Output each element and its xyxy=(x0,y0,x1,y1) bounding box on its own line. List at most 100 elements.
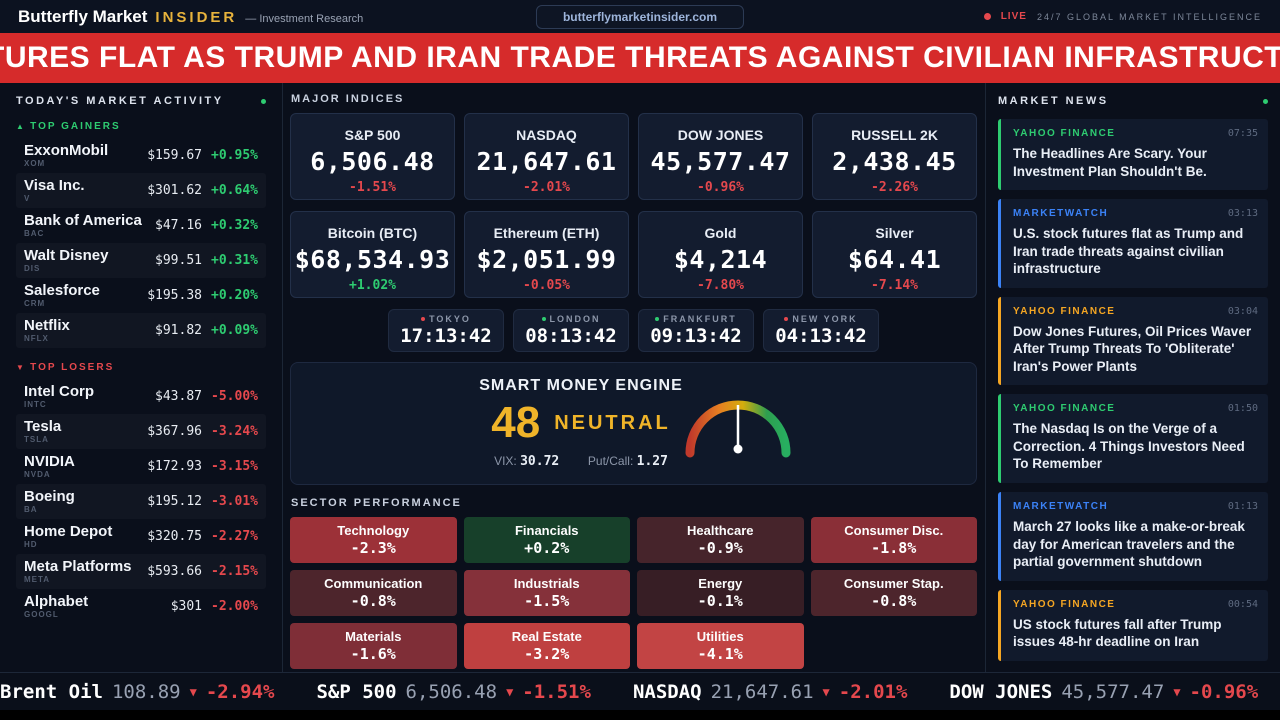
index-label: NASDAQ xyxy=(516,127,577,143)
live-status: LIVE 24/7 GLOBAL MARKET INTELLIGENCE xyxy=(983,11,1262,22)
index-card: DOW JONES 45,577.47 -0.96% xyxy=(638,113,803,200)
stock-name: Visa Inc. xyxy=(24,177,85,195)
smart-money-engine-panel: SMART MONEY ENGINE 48 NEUTRAL VIX: 30.72… xyxy=(290,362,977,485)
ticker-symbol: S&P 500 xyxy=(316,680,397,703)
ticker-item: DOW JONES 45,577.47 ▼ -0.96% xyxy=(949,681,1258,703)
sector-card[interactable]: Materials -1.6% xyxy=(290,623,457,669)
stock-row[interactable]: Visa Inc. V $301.62 +0.64% xyxy=(16,173,266,208)
stock-row[interactable]: Tesla TSLA $367.96 -3.24% xyxy=(16,414,266,449)
sector-card[interactable]: Consumer Disc. -1.8% xyxy=(810,517,977,563)
stock-identity: Tesla TSLA xyxy=(24,419,138,444)
ticker-item: NASDAQ 21,647.61 ▼ -2.01% xyxy=(633,681,907,703)
stock-change: -5.00% xyxy=(211,389,258,404)
down-triangle-icon: ▼ xyxy=(506,684,514,699)
stock-ticker: INTC xyxy=(24,399,47,409)
ticker-change: -0.96% xyxy=(1189,680,1259,703)
sector-card[interactable]: Financials +0.2% xyxy=(463,517,630,563)
sector-change: -0.8% xyxy=(350,592,396,610)
news-card[interactable]: MARKETWATCH 03:13 U.S. stock futures fla… xyxy=(998,199,1268,288)
sector-change: -0.8% xyxy=(871,592,917,610)
engine-score: 48 xyxy=(491,398,541,447)
market-open-dot-icon xyxy=(541,317,546,321)
stock-row[interactable]: Boeing BA $195.12 -3.01% xyxy=(16,484,266,519)
index-card: NASDAQ 21,647.61 -2.01% xyxy=(464,113,629,200)
ticker-value: 6,506.48 xyxy=(405,680,498,703)
index-label: RUSSELL 2K xyxy=(851,127,938,143)
news-card[interactable]: YAHOO FINANCE 00:54 US stock futures fal… xyxy=(998,589,1268,661)
stock-row[interactable]: Netflix NFLX $91.82 +0.09% xyxy=(16,313,266,348)
news-card[interactable]: MARKETWATCH 01:13 March 27 looks like a … xyxy=(998,492,1268,581)
stock-row[interactable]: Home Depot HD $320.75 -2.27% xyxy=(16,519,266,554)
stock-change: -2.00% xyxy=(211,599,258,614)
world-clock: TOKYO 17:13:42 xyxy=(388,309,504,352)
down-triangle-icon: ▼ xyxy=(189,684,197,699)
sector-name: Communication xyxy=(324,576,423,591)
stock-row[interactable]: Intel Corp INTC $43.87 -5.00% xyxy=(16,379,266,414)
sector-name: Consumer Disc. xyxy=(844,523,944,538)
index-change: -2.01% xyxy=(523,180,570,195)
stock-price: $43.87 xyxy=(155,389,202,404)
stock-name: Meta Platforms xyxy=(24,558,132,576)
sector-name: Financials xyxy=(514,523,579,538)
stock-row[interactable]: Alphabet GOOGL $301 -2.00% xyxy=(16,589,266,624)
status-dot-icon xyxy=(261,98,266,104)
news-meta: YAHOO FINANCE 03:04 xyxy=(1013,306,1258,317)
news-card[interactable]: YAHOO FINANCE 03:04 Dow Jones Futures, O… xyxy=(998,296,1268,386)
sector-card[interactable]: Real Estate -3.2% xyxy=(463,623,630,669)
sector-card[interactable]: Utilities -4.1% xyxy=(637,623,804,669)
index-label: S&P 500 xyxy=(344,127,401,143)
world-clock: LONDON 08:13:42 xyxy=(513,309,629,352)
sector-card[interactable]: Industrials -1.5% xyxy=(463,570,630,616)
stock-price: $195.12 xyxy=(147,494,202,509)
stock-ticker: META xyxy=(24,574,51,584)
news-source: MARKETWATCH xyxy=(1013,501,1109,513)
major-indices-title: MAJOR INDICES xyxy=(291,93,405,105)
index-change: +1.02% xyxy=(349,278,396,293)
stock-name: Alphabet xyxy=(24,593,89,611)
sector-change: -2.3% xyxy=(350,539,396,557)
clock-city-row: LONDON xyxy=(514,314,628,324)
stock-row[interactable]: NVIDIA NVDA $172.93 -3.15% xyxy=(16,449,266,484)
stock-identity: NVIDIA NVDA xyxy=(24,454,138,479)
stock-change: +0.09% xyxy=(211,323,258,338)
stock-row[interactable]: Salesforce CRM $195.38 +0.20% xyxy=(16,278,266,313)
clock-time: 09:13:42 xyxy=(650,325,742,347)
ticker-symbol: Brent Oil xyxy=(0,680,103,703)
sector-name: Industrials xyxy=(513,576,580,591)
sector-card[interactable]: Energy -0.1% xyxy=(637,570,804,616)
ticker-value: 21,647.61 xyxy=(710,680,814,703)
news-list: YAHOO FINANCE 07:35 The Headlines Are Sc… xyxy=(998,119,1268,661)
sector-card[interactable]: Consumer Stap. -0.8% xyxy=(810,570,977,616)
index-label: Bitcoin (BTC) xyxy=(327,225,418,241)
stock-change: +0.31% xyxy=(211,253,258,268)
stock-row[interactable]: Bank of America BAC $47.16 +0.32% xyxy=(16,208,266,243)
index-change: -7.80% xyxy=(697,278,744,293)
sector-card[interactable]: Communication -0.8% xyxy=(290,570,457,616)
news-card[interactable]: YAHOO FINANCE 07:35 The Headlines Are Sc… xyxy=(998,119,1268,191)
ticker-symbol: DOW JONES xyxy=(949,680,1053,703)
index-value: $68,534.93 xyxy=(294,245,451,274)
stock-name: Bank of America xyxy=(24,212,142,230)
sentiment-gauge-icon xyxy=(685,400,791,458)
news-time: 03:13 xyxy=(1227,208,1258,220)
stock-row[interactable]: Walt Disney DIS $99.51 +0.31% xyxy=(16,243,266,278)
stock-change: -3.24% xyxy=(211,424,258,439)
indices-grid: S&P 500 6,506.48 -1.51% NASDAQ 21,647.61… xyxy=(290,113,977,298)
news-headline: The Headlines Are Scary. Your Investment… xyxy=(1013,146,1207,179)
stock-ticker: BAC xyxy=(24,228,45,238)
headline-ticker-text: TURES FLAT AS TRUMP AND IRAN TRADE THREA… xyxy=(0,41,1280,74)
sector-card[interactable]: Technology -2.3% xyxy=(290,517,457,563)
stock-row[interactable]: Meta Platforms META $593.66 -2.15% xyxy=(16,554,266,589)
brand-name: Butterfly Market xyxy=(18,6,148,26)
index-label: Silver xyxy=(875,225,914,241)
news-time: 01:50 xyxy=(1227,403,1258,415)
sector-grid: Technology -2.3% Financials +0.2% Health… xyxy=(290,517,977,669)
sector-card[interactable]: Healthcare -0.9% xyxy=(637,517,804,563)
news-card[interactable]: YAHOO FINANCE 01:50 The Nasdaq Is on the… xyxy=(998,394,1268,484)
clock-city: NEW YORK xyxy=(792,314,858,324)
status-dot-icon xyxy=(1263,98,1268,104)
site-url-button[interactable]: butterflymarketinsider.com xyxy=(535,5,745,29)
stock-price: $367.96 xyxy=(147,424,202,439)
stock-row[interactable]: ExxonMobil XOM $159.67 +0.95% xyxy=(16,138,266,173)
live-label: LIVE xyxy=(1000,11,1027,22)
